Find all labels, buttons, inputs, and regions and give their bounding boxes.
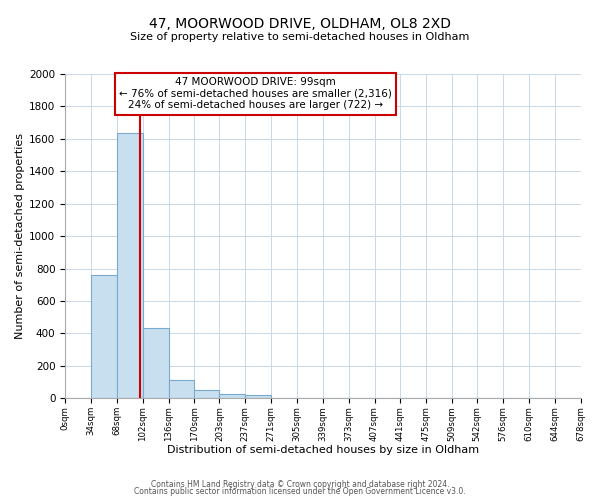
Text: Contains public sector information licensed under the Open Government Licence v3: Contains public sector information licen… (134, 488, 466, 496)
Bar (194, 390, 220, 398)
Bar (169, 380, 194, 398)
Text: Size of property relative to semi-detached houses in Oldham: Size of property relative to semi-detach… (130, 32, 470, 42)
Bar (245, 395, 271, 398)
Y-axis label: Number of semi-detached properties: Number of semi-detached properties (15, 133, 25, 339)
Bar (143, 328, 169, 398)
Text: 47 MOORWOOD DRIVE: 99sqm
← 76% of semi-detached houses are smaller (2,316)
24% o: 47 MOORWOOD DRIVE: 99sqm ← 76% of semi-d… (119, 77, 392, 110)
Bar (91, 275, 117, 398)
Text: 47, MOORWOOD DRIVE, OLDHAM, OL8 2XD: 47, MOORWOOD DRIVE, OLDHAM, OL8 2XD (149, 18, 451, 32)
Text: Contains HM Land Registry data © Crown copyright and database right 2024.: Contains HM Land Registry data © Crown c… (151, 480, 449, 489)
Bar (220, 394, 245, 398)
Bar (117, 133, 143, 398)
X-axis label: Distribution of semi-detached houses by size in Oldham: Distribution of semi-detached houses by … (167, 445, 479, 455)
